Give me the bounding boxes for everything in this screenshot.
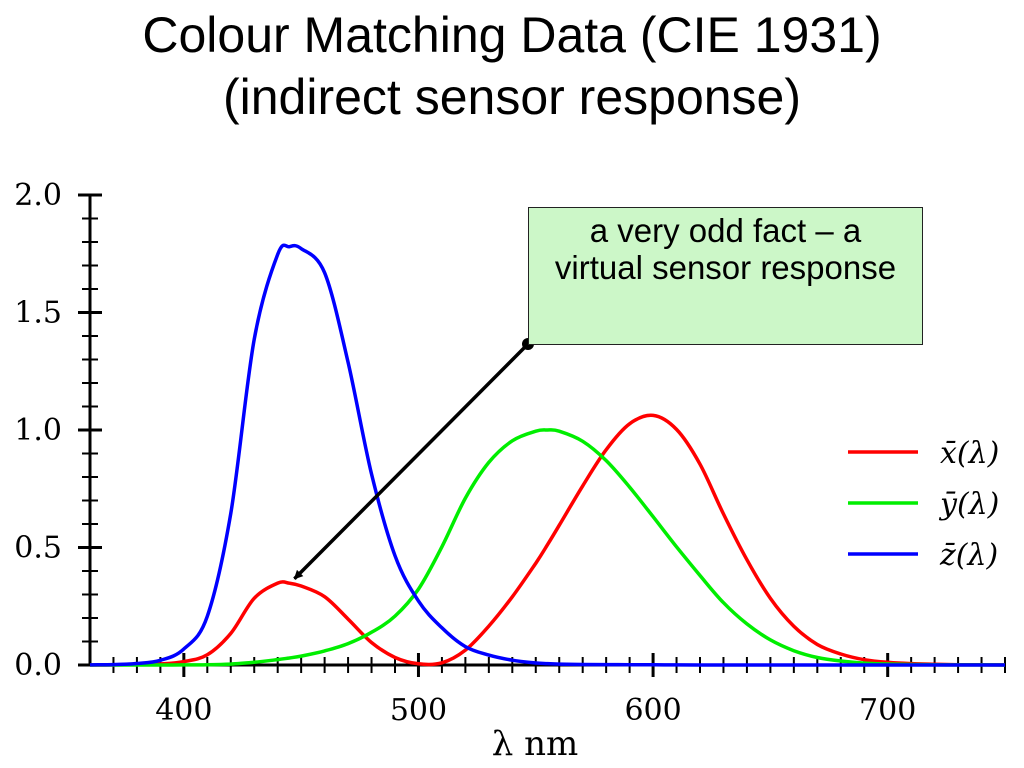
- y-bar-series-line: [90, 428, 1006, 667]
- annotation-text: a very odd fact – a virtual sensor respo…: [554, 212, 897, 286]
- legend-entry-z-bar: z̄(λ): [848, 538, 998, 573]
- legend-entry-x-bar: x̄(λ): [848, 436, 999, 471]
- x-bar-series-line: [89, 413, 1006, 667]
- annotation-arrow: [293, 338, 534, 580]
- y-tick-label: 0.0: [14, 648, 62, 683]
- legend-entry-y-bar: ȳ(λ): [848, 487, 999, 522]
- axes: 0.0 0.5 1.0 1.5 2.0 400 500 600 700: [14, 178, 1006, 728]
- legend: x̄(λ) ȳ(λ) z̄(λ): [848, 436, 999, 573]
- y-tick-label: 0.5: [14, 531, 62, 566]
- chart-title-line1: Colour Matching Data (CIE 1931): [142, 7, 882, 63]
- x-axis-label: λ nm: [492, 724, 579, 764]
- x-tick-label: 700: [859, 693, 916, 728]
- y-tick-label: 1.5: [14, 296, 62, 331]
- legend-label: ȳ(λ): [938, 487, 999, 522]
- annotation-arrow-line: [293, 342, 530, 580]
- z-bar-series-line: [89, 243, 1005, 667]
- annotation-callout-box: a very odd fact – a virtual sensor respo…: [528, 207, 923, 345]
- x-tick-label: 500: [390, 693, 447, 728]
- chart-title: Colour Matching Data (CIE 1931) (indirec…: [0, 4, 1024, 128]
- series-layer: [89, 243, 1006, 667]
- chart-title-line2: (indirect sensor response): [222, 69, 802, 125]
- legend-label: z̄(λ): [939, 538, 998, 573]
- legend-label: x̄(λ): [940, 436, 999, 471]
- y-tick-label: 1.0: [14, 413, 62, 448]
- y-tick-label: 2.0: [14, 178, 62, 213]
- x-tick-label: 400: [155, 693, 212, 728]
- x-tick-label: 600: [624, 693, 681, 728]
